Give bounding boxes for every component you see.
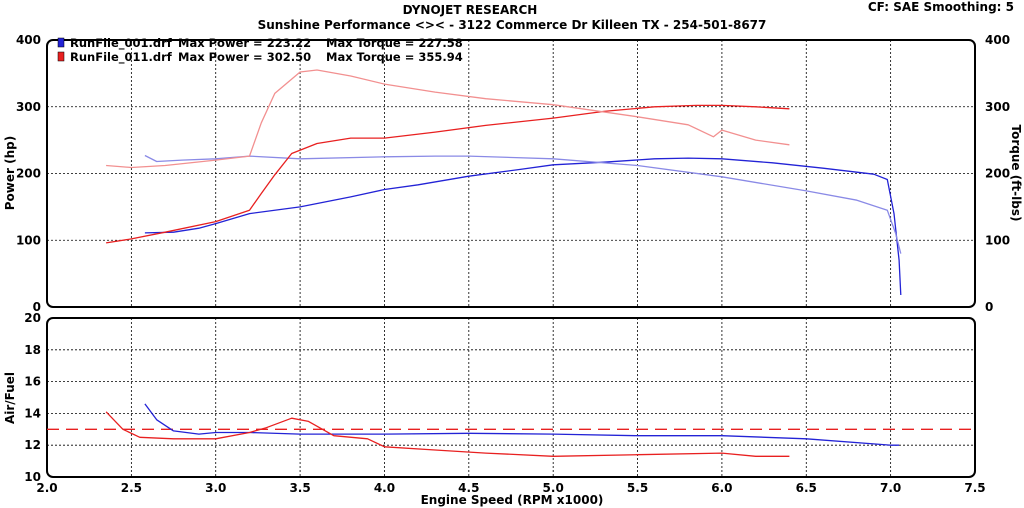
rpm-axis-label: Engine Speed (RPM x1000) [421, 493, 604, 507]
torque-tick-label: 400 [985, 33, 1010, 47]
rpm-tick-label: 7.0 [880, 481, 901, 495]
rpm-tick-label: 4.0 [374, 481, 395, 495]
afr-tick-label: 12 [24, 438, 41, 452]
legend-file-run1: RunFile_001.drf [70, 36, 173, 51]
series-line-3 [105, 104, 790, 244]
afr-tick-label: 16 [24, 375, 41, 389]
rpm-tick-label: 3.0 [205, 481, 226, 495]
air-fuel-panel: 10 12 14 16 18 20 Air/Fuel [3, 311, 976, 484]
afr-lines [105, 403, 900, 457]
afr-tick-label: 18 [24, 343, 41, 357]
power-tick-label: 300 [16, 100, 41, 114]
torque-y-tick-labels: 0 100 200 300 400 [985, 33, 1010, 314]
power-tick-label: 400 [16, 33, 41, 47]
rpm-tick-label: 7.5 [964, 481, 985, 495]
afr-y-tick-labels: 10 12 14 16 18 20 [24, 311, 41, 484]
afr-tick-label: 14 [24, 406, 41, 420]
afr-tick-label: 20 [24, 311, 41, 325]
rpm-tick-label: 2.5 [121, 481, 142, 495]
rpm-tick-label: 5.5 [627, 481, 648, 495]
afr-series-line-1 [144, 403, 900, 446]
series-line-2 [144, 154, 902, 254]
power-tick-label: 100 [16, 233, 41, 247]
chart-subtitle: Sunshine Performance <>< - 3122 Commerce… [258, 18, 767, 32]
legend-file-run2: RunFile_011.drf [70, 50, 173, 65]
power-axis-label: Power (hp) [3, 136, 17, 210]
legend: RunFile_001.drf Max Power = 223.22 Max T… [57, 36, 463, 65]
afr-series-line-2 [105, 411, 790, 457]
legend-swatch-run2 [57, 51, 65, 62]
power-torque-lines [105, 69, 902, 296]
rpm-tick-label: 6.0 [711, 481, 732, 495]
torque-tick-label: 100 [985, 233, 1010, 247]
chart-title: DYNOJET RESEARCH [403, 3, 538, 17]
afr-axis-label: Air/Fuel [3, 372, 17, 424]
rpm-tick-label: 6.5 [796, 481, 817, 495]
legend-max-torque-run1: Max Torque = 227.58 [326, 36, 463, 50]
torque-tick-label: 300 [985, 100, 1010, 114]
torque-axis-label: Torque (ft-lbs) [1009, 125, 1023, 222]
rpm-x-tick-labels: 2.0 2.5 3.0 3.5 4.0 4.5 5.0 5.5 6.0 6.5 7.0 7.5 [36, 481, 985, 495]
legend-entry-run1: RunFile_001.drf Max Power = 223.22 Max T… [57, 36, 463, 51]
legend-max-power-run1: Max Power = 223.22 [178, 36, 311, 50]
legend-entry-run2: RunFile_011.drf Max Power = 302.50 Max T… [57, 50, 463, 65]
power-torque-panel: 0 100 200 300 400 0 100 200 300 400 Power (hp) T… [3, 33, 1023, 314]
torque-tick-label: 200 [985, 167, 1010, 181]
rpm-tick-label: 5.0 [543, 481, 564, 495]
afr-grid [47, 318, 975, 477]
series-line-1 [144, 157, 902, 296]
power-tick-label: 0 [33, 300, 41, 314]
rpm-tick-label: 4.5 [458, 481, 479, 495]
afr-tick-label: 10 [24, 470, 41, 484]
afr-plot-frame [46, 317, 976, 478]
rpm-tick-label: 2.0 [36, 481, 57, 495]
power-tick-label: 200 [16, 167, 41, 181]
correction-settings: CF: SAE Smoothing: 5 [868, 0, 1014, 14]
rpm-tick-label: 3.5 [289, 481, 310, 495]
legend-max-torque-run2: Max Torque = 355.94 [326, 50, 463, 64]
legend-swatch-run1 [57, 37, 65, 48]
series-line-4 [106, 69, 790, 169]
power-y-tick-labels: 0 100 200 300 400 [16, 33, 41, 314]
torque-tick-label: 0 [985, 300, 993, 314]
legend-max-power-run2: Max Power = 302.50 [178, 50, 311, 64]
